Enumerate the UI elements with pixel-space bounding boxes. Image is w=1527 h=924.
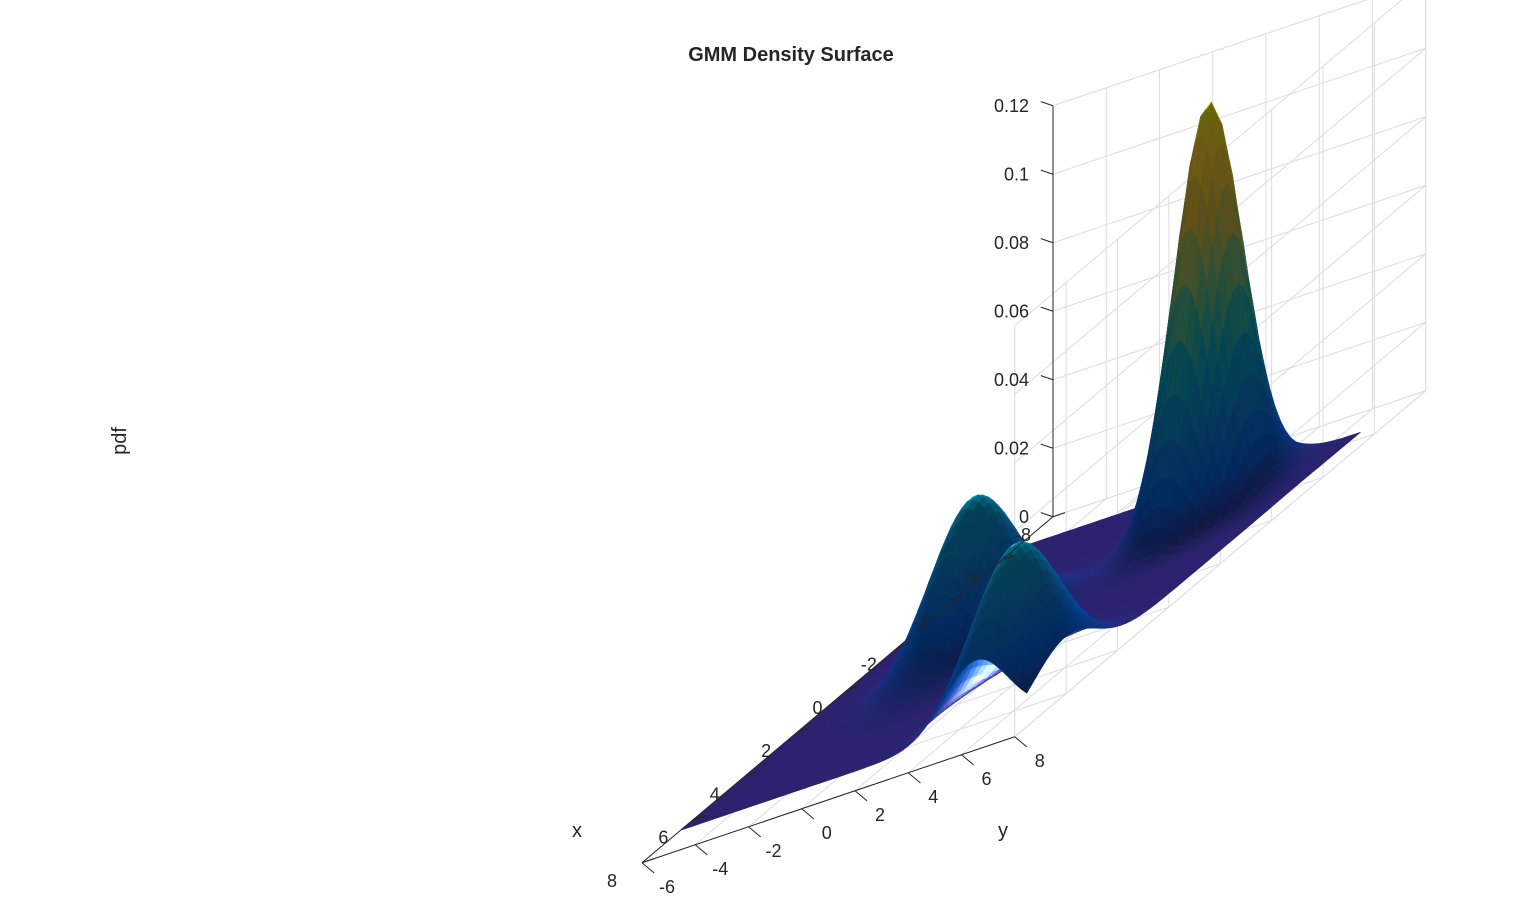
y-axis-line bbox=[641, 736, 1015, 864]
x-tick bbox=[1052, 512, 1066, 518]
density-surface bbox=[680, 101, 1361, 831]
x-tick bbox=[744, 771, 757, 777]
x-tick-label: -8 bbox=[1015, 525, 1031, 545]
x-tick bbox=[898, 641, 912, 647]
side-wall-grid-line-z bbox=[1052, 0, 1368, 107]
y-tick bbox=[694, 844, 708, 856]
x-tick bbox=[795, 728, 809, 734]
z-tick-label: 0 bbox=[1019, 507, 1029, 527]
x-tick bbox=[1001, 555, 1014, 561]
y-tick-label: -4 bbox=[712, 859, 728, 879]
y-tick-label: 2 bbox=[875, 805, 885, 825]
z-axis-label: pdf bbox=[109, 427, 131, 455]
x-tick bbox=[950, 598, 963, 604]
z-tick bbox=[1040, 443, 1054, 449]
back-wall-grid-line-z bbox=[1014, 390, 1427, 738]
y-tick-label: 8 bbox=[1035, 751, 1045, 771]
x-tick bbox=[693, 814, 706, 820]
z-tick bbox=[1040, 375, 1054, 381]
x-tick-label: 6 bbox=[658, 828, 668, 848]
y-axis-label: y bbox=[998, 820, 1008, 842]
z-tick bbox=[1040, 306, 1054, 312]
z-tick bbox=[1040, 101, 1054, 107]
chart-title: GMM Density Surface bbox=[688, 44, 894, 66]
y-tick bbox=[1014, 736, 1028, 748]
z-tick bbox=[1040, 238, 1054, 244]
x-tick-label: 2 bbox=[761, 741, 771, 761]
z-tick bbox=[1040, 512, 1054, 518]
y-tick bbox=[748, 826, 762, 838]
y-tick-label: 4 bbox=[928, 787, 938, 807]
y-tick bbox=[961, 754, 975, 766]
x-tick bbox=[641, 858, 655, 864]
x-tick-label: -4 bbox=[912, 611, 928, 631]
z-tick-label: 0.1 bbox=[1004, 164, 1029, 184]
x-tick-label: 4 bbox=[710, 784, 720, 804]
z-tick-label: 0.08 bbox=[994, 233, 1029, 253]
y-tick-label: 6 bbox=[981, 769, 991, 789]
y-tick bbox=[641, 862, 655, 874]
x-tick bbox=[847, 685, 860, 691]
y-tick bbox=[907, 772, 921, 784]
z-tick-label: 0.02 bbox=[994, 438, 1029, 458]
y-tick bbox=[801, 808, 815, 820]
y-tick-label: -2 bbox=[765, 841, 781, 861]
x-tick-label: 0 bbox=[812, 698, 822, 718]
z-tick-label: 0.06 bbox=[994, 301, 1029, 321]
y-tick-label: -6 bbox=[659, 877, 675, 897]
x-tick-label: 8 bbox=[607, 871, 617, 891]
y-tick-label: 0 bbox=[822, 823, 832, 843]
side-wall-grid-line-z bbox=[1052, 47, 1426, 175]
x-axis-label: x bbox=[572, 820, 582, 842]
z-tick-label: 0.12 bbox=[994, 96, 1029, 116]
x-tick-label: -2 bbox=[861, 655, 877, 675]
z-tick bbox=[1040, 169, 1054, 175]
x-tick-label: -6 bbox=[964, 568, 980, 588]
axes: -8 -6 -4 -2 0 2 4 6 8 -6 -4 -2 0 2 4 6 8 0 0.02 0.04 0.06 0.0… bbox=[607, 96, 1066, 897]
grid bbox=[641, 0, 1427, 864]
side-wall-grid-line-z bbox=[1052, 116, 1426, 244]
z-tick-label: 0.04 bbox=[994, 370, 1029, 390]
y-tick bbox=[854, 790, 868, 802]
